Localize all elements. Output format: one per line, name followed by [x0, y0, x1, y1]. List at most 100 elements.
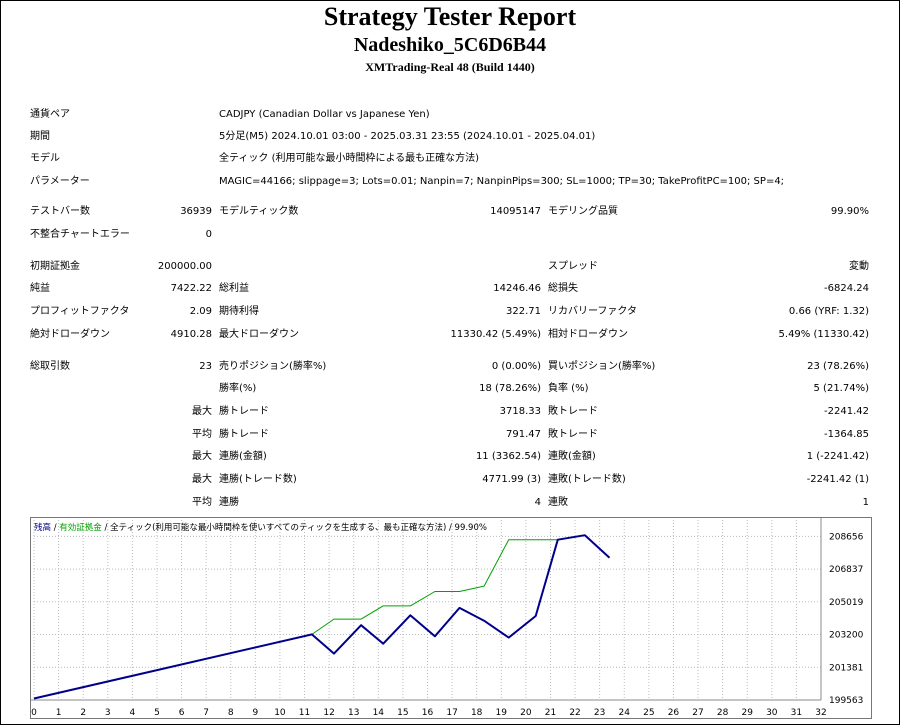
y-tick-label: 199563 — [829, 696, 863, 706]
profit-factor-value: 2.09 — [189, 306, 212, 317]
total-trades-label: 総取引数 — [30, 361, 70, 372]
x-tick-label: 31 — [791, 708, 802, 718]
quality-value: 99.90% — [830, 206, 869, 217]
x-tick-label: 5 — [154, 708, 160, 718]
legend-sep1: / — [51, 523, 59, 533]
legend-model: 全ティック(利用可能な最小時間枠を使いすべてのティックを生成する、最も正確な方法… — [110, 522, 487, 533]
consec-wins-trades-value: 4771.99 (3) — [482, 474, 541, 485]
balance-series-line — [33, 534, 611, 700]
chart-legend: 残高 / 有効証拠金 / 全ティック(利用可能な最小時間枠を使いすべてのティック… — [34, 522, 487, 533]
params-value: MAGIC=44166; slippage=3; Lots=0.01; Nanp… — [219, 176, 785, 187]
expected-payoff-value: 322.71 — [506, 306, 541, 317]
period-label: 期間 — [30, 131, 50, 142]
rel-drawdown-value: 5.49% (11330.42) — [778, 329, 869, 340]
x-tick-label: 11 — [299, 708, 310, 718]
abs-drawdown-label: 絶対ドローダウン — [30, 329, 110, 340]
consec-losses-trades-label: 連敗(トレード数) — [548, 474, 626, 485]
x-tick-label: 4 — [130, 708, 136, 718]
legend-equity: 有効証拠金 — [59, 522, 102, 533]
max-loss-trade-value: -2241.42 — [824, 406, 869, 417]
symbol-label: 通貨ペア — [30, 109, 70, 120]
short-positions-value: 0 (0.00%) — [491, 361, 541, 372]
x-tick-label: 20 — [520, 708, 532, 718]
model-value: 全ティック (利用可能な最小時間枠による最も正確な方法) — [219, 153, 480, 164]
bars-label: テストバー数 — [30, 206, 90, 217]
short-positions-label: 売りポジション(勝率%) — [219, 361, 327, 372]
x-tick-label: 29 — [741, 708, 753, 718]
net-profit-label: 純益 — [30, 283, 50, 294]
y-tick-label: 205019 — [829, 598, 864, 608]
ea-name: Nadeshiko_5C6D6B44 — [353, 34, 547, 56]
mismatch-label: 不整合チャートエラー — [30, 229, 130, 240]
max-word: 最大 — [192, 451, 212, 462]
rel-drawdown-label: 相対ドローダウン — [548, 329, 628, 340]
quality-label: モデリング品質 — [548, 206, 618, 217]
equity-series-line — [33, 539, 558, 699]
x-tick-label: 25 — [643, 708, 654, 718]
consec-losses-money-value: 1 (-2241.42) — [806, 451, 869, 462]
x-tick-label: 18 — [471, 708, 483, 718]
x-tick-label: 19 — [496, 708, 508, 718]
recovery-factor-label: リカバリーファクタ — [548, 306, 637, 317]
avg-word: 平均 — [192, 429, 212, 440]
loss-rate-value: 5 (21.74%) — [813, 383, 869, 394]
long-positions-label: 買いポジション(勝率%) — [548, 361, 656, 372]
legend-sep2: / — [102, 523, 110, 533]
server-info: XMTrading-Real 48 (Build 1440) — [365, 60, 535, 74]
avg-loss-trade-label: 敗トレード — [548, 429, 598, 440]
max-drawdown-value: 11330.42 (5.49%) — [450, 329, 541, 340]
max-drawdown-label: 最大ドローダウン — [219, 329, 299, 340]
x-tick-label: 10 — [274, 708, 286, 718]
legend-balance: 残高 — [34, 522, 51, 533]
mismatch-value: 0 — [205, 229, 212, 240]
y-tick-label: 203200 — [829, 631, 864, 641]
x-tick-label: 9 — [252, 708, 258, 718]
expected-payoff-label: 期待利得 — [219, 306, 259, 317]
x-tick-label: 27 — [692, 708, 703, 718]
consec-wins-trades-label: 連勝(トレード数) — [219, 474, 297, 485]
x-tick-label: 12 — [323, 708, 334, 718]
x-tick-label: 26 — [668, 708, 680, 718]
max-word: 最大 — [192, 406, 212, 417]
deposit-label: 初期証拠金 — [30, 261, 80, 272]
x-tick-label: 17 — [446, 708, 457, 718]
max-win-trade-value: 3718.33 — [499, 406, 541, 417]
gross-loss-label: 総損失 — [548, 283, 578, 294]
avg-loss-trade-value: -1364.85 — [824, 429, 869, 440]
x-tick-label: 24 — [619, 708, 631, 718]
bars-value: 36939 — [180, 206, 212, 217]
model-label: モデル — [30, 153, 60, 164]
x-tick-label: 28 — [717, 708, 729, 718]
symbol-value: CADJPY (Canadian Dollar vs Japanese Yen) — [219, 109, 430, 120]
total-trades-value: 23 — [199, 361, 212, 372]
avg-consec-losses-label: 連敗 — [548, 497, 568, 508]
long-positions-value: 23 (78.26%) — [807, 361, 869, 372]
spread-value: 変動 — [849, 261, 869, 272]
x-tick-label: 13 — [348, 708, 359, 718]
x-tick-label: 14 — [373, 708, 385, 718]
x-tick-label: 8 — [228, 708, 234, 718]
gross-profit-label: 総利益 — [219, 283, 249, 294]
ticks-label: モデルティック数 — [219, 206, 299, 217]
max-loss-trade-label: 敗トレード — [548, 406, 598, 417]
avg-consec-losses-value: 1 — [862, 497, 869, 508]
period-value: 5分足(M5) 2024.10.01 03:00 - 2025.03.31 23… — [219, 131, 596, 142]
win-rate-label: 勝率(%) — [219, 383, 257, 394]
params-label: パラメーター — [30, 176, 90, 187]
x-tick-label: 30 — [766, 708, 778, 718]
balance-chart-svg: 0 1 2 3 4 5 6 7 8 9 10 11 12 13 14 15 16 17 18 19 20 21 22 23 24… — [31, 518, 864, 718]
max-word: 最大 — [192, 474, 212, 485]
x-tick-label: 7 — [203, 708, 209, 718]
gross-loss-value: -6824.24 — [824, 283, 869, 294]
loss-rate-label: 負率 (%) — [548, 383, 589, 394]
recovery-factor-value: 0.66 (YRF: 1.32) — [788, 306, 869, 317]
deposit-value: 200000.00 — [157, 261, 212, 272]
x-tick-label: 6 — [179, 708, 185, 718]
consec-losses-trades-value: -2241.42 (1) — [806, 474, 869, 485]
consec-wins-money-value: 11 (3362.54) — [475, 451, 541, 462]
avg-win-trade-value: 791.47 — [506, 429, 541, 440]
avg-win-trade-label: 勝トレード — [219, 429, 269, 440]
x-tick-label: 23 — [594, 708, 605, 718]
win-rate-value: 18 (78.26%) — [479, 383, 541, 394]
spread-label: スプレッド — [548, 261, 598, 272]
